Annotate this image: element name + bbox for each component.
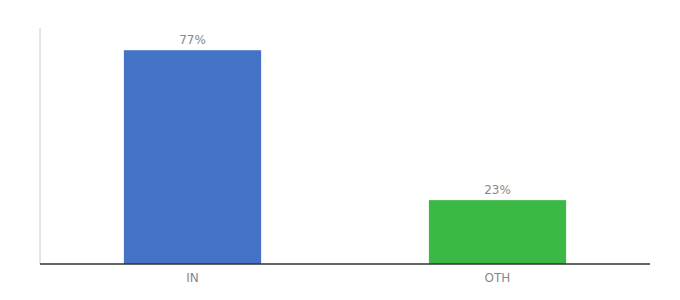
bar	[124, 50, 261, 264]
data-label: 77%	[179, 33, 206, 47]
x-tick-label: IN	[186, 271, 199, 285]
y-axis-line	[40, 28, 41, 264]
x-axis-line	[40, 263, 650, 265]
chart-container: IN OTH 77% 23%	[0, 0, 680, 300]
data-label: 23%	[484, 183, 511, 197]
x-tick-label: OTH	[485, 271, 511, 285]
bars	[124, 50, 566, 264]
data-labels: 77% 23%	[179, 33, 511, 197]
chart-svg: IN OTH 77% 23%	[0, 0, 680, 300]
bar	[429, 200, 566, 264]
axes: IN OTH	[40, 28, 650, 285]
